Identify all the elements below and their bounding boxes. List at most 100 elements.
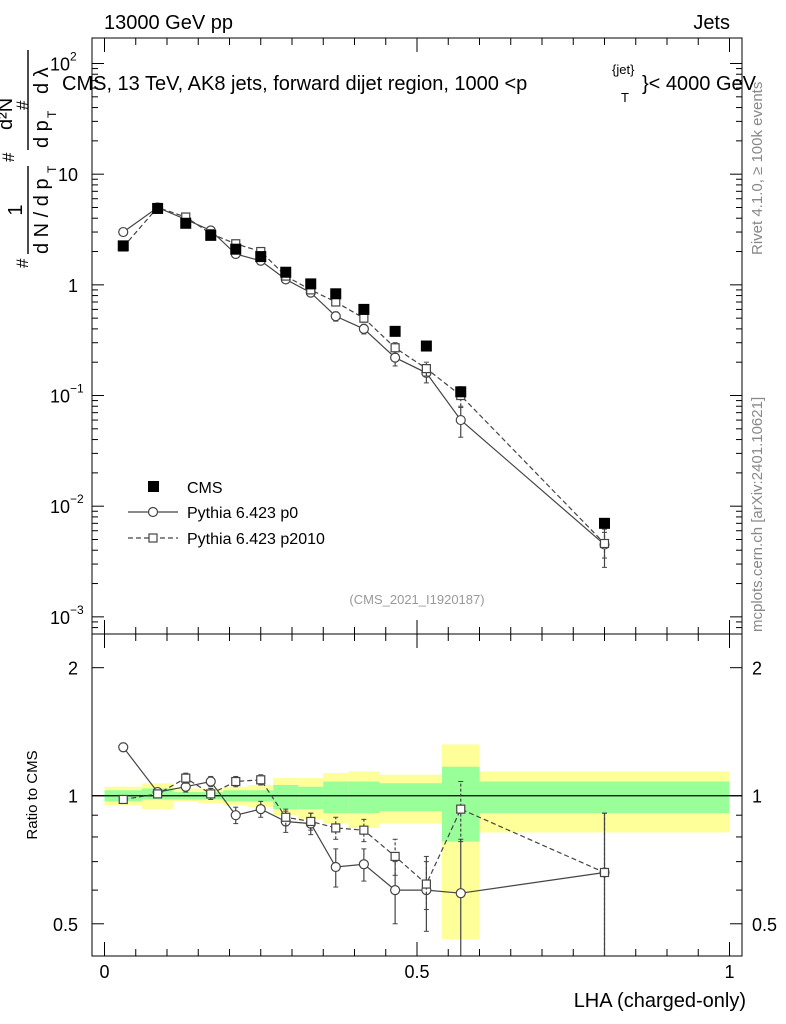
band-inner-12	[479, 781, 730, 814]
ratio-p0-point	[358, 859, 369, 870]
ratio-y-tick-label-right: 2	[752, 659, 762, 679]
ratio-y-tick-label-right: 1	[752, 787, 762, 807]
legend-label-p2010: Pythia 6.423 p2010	[187, 531, 325, 548]
main-title-sup: {jet}	[612, 62, 635, 77]
legend-marker-cms	[148, 481, 159, 492]
cms-data-point	[205, 229, 217, 241]
main-p2010-point	[390, 343, 400, 353]
main-y-tick-label-base: 10	[50, 55, 70, 75]
ratio-p2010-point	[153, 789, 163, 799]
ratio-p0-point	[230, 810, 241, 821]
side-label-rivet: Rivet 4.1.0, ≥ 100k events	[749, 82, 766, 255]
ratio-y-tick-label-left: 0.5	[53, 915, 78, 935]
ylabel-dlambda: d λ	[31, 67, 53, 94]
ratio-p2010-point	[390, 851, 400, 862]
ratio-uncertainty-bands	[104, 744, 730, 940]
legend: CMS Pythia 6.423 p0 Pythia 6.423 p2010	[128, 480, 325, 548]
cms-data-point	[420, 340, 432, 352]
cms-data-point	[117, 240, 129, 252]
legend-label-p0: Pythia 6.423 p0	[187, 505, 298, 522]
legend-label-cms: CMS	[187, 480, 223, 497]
ylabel-hash-1: #	[13, 258, 32, 268]
ratio-p2010-point	[256, 775, 266, 785]
cms-data-point	[280, 266, 292, 278]
main-p0-point	[118, 226, 129, 238]
cms-data-point	[230, 243, 242, 255]
ratio-y-axis-label: Ratio to CMS	[24, 750, 41, 839]
ratio-p2010-point	[118, 794, 128, 805]
ylabel-dn: d N / d p	[31, 178, 53, 254]
ratio-p2010-point	[359, 825, 369, 835]
main-y-tick-label-exp: −1	[70, 382, 84, 396]
x-tick-label: 0.5	[404, 962, 429, 982]
ylabel-hash-2: #	[0, 152, 18, 162]
ratio-y-tick-label-left: 2	[68, 659, 78, 679]
main-p2010-point	[421, 364, 431, 374]
cms-data-point	[330, 288, 342, 300]
x-tick-label: 0	[99, 962, 109, 982]
header-right: Jets	[693, 12, 730, 34]
main-title-suffix: }< 4000 GeV	[642, 73, 757, 95]
side-label-mcplots: mcplots.cern.ch [arXiv:2401.10621]	[749, 397, 766, 632]
ylabel-one: 1	[5, 204, 27, 215]
ratio-p0-point	[390, 885, 401, 896]
band-inner-8	[323, 781, 349, 814]
main-y-tick-label-exp: −2	[70, 492, 84, 506]
main-y-tick-label-base: 10	[50, 497, 70, 517]
ratio-p0-point	[255, 804, 266, 815]
ratio-panel-frame	[91, 633, 743, 957]
main-y-tick-label-exp: 2	[70, 50, 77, 64]
main-axis-ticks	[92, 38, 742, 635]
ratio-p2010-point	[181, 773, 191, 783]
ratio-p0-point	[205, 776, 216, 787]
main-series-marks	[117, 202, 610, 568]
ratio-p0-point	[330, 861, 341, 873]
x-axis-label: LHA (charged-only)	[574, 990, 746, 1012]
x-tick-label: 1	[724, 962, 734, 982]
band-inner-6	[273, 784, 299, 810]
ylabel-hash-3: #	[13, 100, 32, 110]
cms-data-point	[358, 303, 370, 315]
main-title-text: CMS, 13 TeV, AK8 jets, forward dijet reg…	[62, 73, 527, 95]
main-y-tick-label-base: 10	[50, 387, 70, 407]
main-p2010-point	[599, 538, 610, 549]
ylabel-dp-sub: T	[45, 110, 59, 118]
ratio-p0-point	[118, 742, 129, 753]
ratio-p2010-point	[306, 816, 316, 827]
main-p2010-point	[359, 313, 369, 323]
cms-data-point	[152, 202, 164, 214]
ylabel-dn-sub: T	[45, 165, 59, 173]
band-inner-7	[298, 786, 324, 810]
ratio-p2010-point	[456, 804, 466, 814]
cms-data-point	[599, 517, 610, 529]
cms-data-point	[255, 251, 267, 263]
legend-marker-p2010	[148, 533, 158, 543]
main-p2010-line	[122, 206, 605, 544]
band-inner-9	[348, 781, 380, 814]
ratio-y-tick-label-left: 1	[68, 787, 78, 807]
ratio-p2010-point	[206, 789, 216, 799]
ratio-p2010-point	[421, 879, 431, 889]
ratio-series-marks	[92, 742, 742, 956]
header-left: 13000 GeV pp	[104, 12, 233, 34]
main-p0-point	[358, 323, 369, 334]
ratio-p0-point	[455, 888, 466, 899]
band-inner-10	[379, 783, 442, 812]
cms-data-point	[305, 278, 317, 290]
main-y-tick-label-base: 10	[50, 608, 70, 628]
ylabel-d2n: d²N	[0, 98, 17, 130]
main-p0-point	[330, 311, 341, 322]
main-y-tick-label: 10	[58, 165, 78, 185]
main-title: CMS, 13 TeV, AK8 jets, forward dijet reg…	[62, 62, 757, 105]
ylabel-dp: d p	[31, 120, 53, 148]
main-p0-point	[390, 352, 401, 363]
ratio-p2010-point	[331, 823, 341, 833]
ratio-axis-ticks	[92, 634, 742, 956]
main-title-sub: T	[621, 90, 629, 105]
ratio-p2010-point	[599, 867, 610, 878]
cms-data-point	[180, 217, 192, 229]
main-y-tick-label-exp: −3	[70, 603, 84, 617]
ratio-p2010-point	[281, 812, 291, 822]
ratio-y-tick-label-right: 0.5	[752, 915, 777, 935]
